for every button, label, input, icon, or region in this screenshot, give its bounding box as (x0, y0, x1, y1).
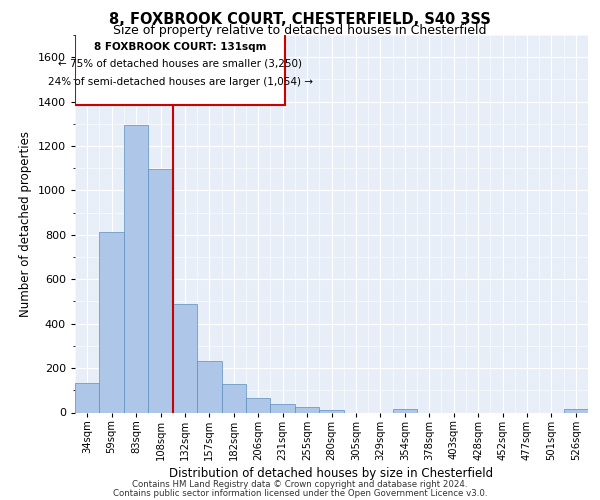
X-axis label: Distribution of detached houses by size in Chesterfield: Distribution of detached houses by size … (169, 467, 494, 480)
Bar (392, 409, 417, 412)
Text: Size of property relative to detached houses in Chesterfield: Size of property relative to detached ho… (113, 24, 487, 37)
Bar (100, 232, 124, 412)
Bar (563, 410, 588, 412)
Y-axis label: Number of detached properties: Number of detached properties (19, 130, 32, 317)
Bar (148, 170, 173, 412)
Text: 8, FOXBROOK COURT, CHESTERFIELD, S40 3SS: 8, FOXBROOK COURT, CHESTERFIELD, S40 3SS (109, 12, 491, 28)
Bar (221, 384, 246, 412)
Text: ← 75% of detached houses are smaller (3,250): ← 75% of detached houses are smaller (3,… (58, 58, 302, 68)
FancyBboxPatch shape (76, 24, 285, 105)
Bar (246, 398, 271, 412)
Bar (173, 304, 197, 412)
Text: 24% of semi-detached houses are larger (1,054) →: 24% of semi-detached houses are larger (… (48, 77, 313, 87)
Bar (295, 406, 319, 412)
Bar (75, 382, 100, 412)
Text: 8 FOXBROOK COURT: 131sqm: 8 FOXBROOK COURT: 131sqm (94, 42, 266, 51)
Bar (271, 404, 295, 412)
Bar (124, 125, 148, 412)
Text: Contains HM Land Registry data © Crown copyright and database right 2024.: Contains HM Land Registry data © Crown c… (132, 480, 468, 489)
Bar (319, 410, 344, 412)
Text: Contains public sector information licensed under the Open Government Licence v3: Contains public sector information licen… (113, 488, 487, 498)
Bar (197, 362, 221, 412)
